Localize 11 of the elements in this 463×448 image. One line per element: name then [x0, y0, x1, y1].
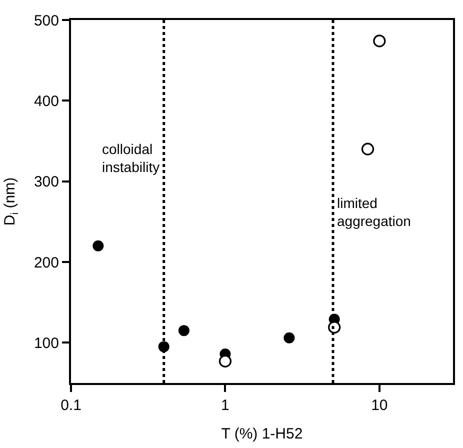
y-tick-label: 500: [34, 12, 59, 30]
x-tick-label: 10: [371, 397, 388, 414]
x-axis-title: T (%) 1-H52: [221, 426, 303, 442]
ref-line-label: limited aggregation: [337, 195, 411, 230]
ref-line-label: colloidal instability: [102, 141, 160, 176]
y-tick-label: 100: [34, 334, 59, 352]
y-tick-label: 400: [34, 92, 59, 110]
x-tick-label: 1: [221, 397, 230, 414]
y-tick-label: 200: [34, 254, 59, 272]
x-tick-label: 0.1: [60, 397, 82, 414]
y-tick-label: 300: [34, 174, 59, 191]
